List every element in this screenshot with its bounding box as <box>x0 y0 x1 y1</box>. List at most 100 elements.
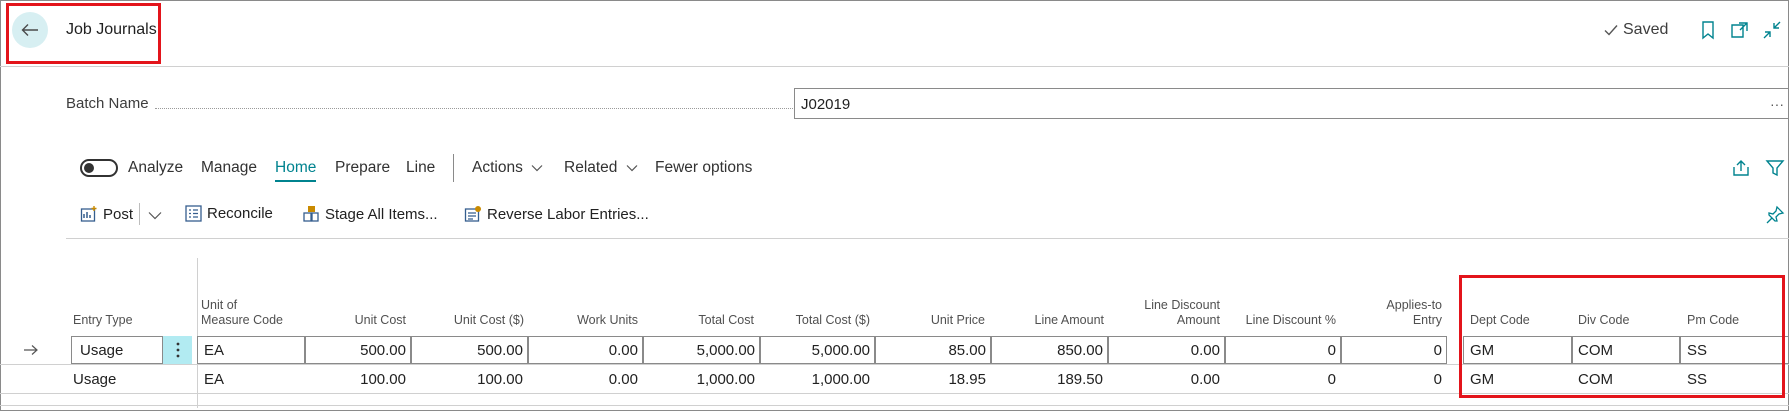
line-amount-input[interactable] <box>991 336 1108 364</box>
row2-work-units[interactable]: 0.00 <box>608 371 638 388</box>
tab-manage[interactable]: Manage <box>201 159 258 176</box>
col-line-amount[interactable]: Line Amount <box>1034 313 1105 327</box>
row2-line-amount[interactable]: 189.50 <box>1057 371 1103 388</box>
uom-input[interactable] <box>197 336 305 364</box>
tab-home[interactable]: Home <box>275 159 317 176</box>
row1-entry-type: Usage <box>80 342 124 359</box>
stage-all-items-label: Stage All Items... <box>325 205 438 223</box>
col-work-units[interactable]: Work Units <box>577 313 638 327</box>
reverse-labor-icon <box>464 206 481 222</box>
row1-div-code: COM <box>1578 342 1613 359</box>
row2-line-discount-amount[interactable]: 0.00 <box>1190 371 1220 388</box>
saved-label: Saved <box>1623 21 1669 38</box>
post-button[interactable]: Post <box>80 205 133 223</box>
total-cost-usd-input[interactable] <box>760 336 875 364</box>
col-uom[interactable]: Unit of Measure Code <box>201 298 283 328</box>
total-cost-input[interactable] <box>643 336 760 364</box>
row2-pm-code[interactable]: SS <box>1687 371 1708 388</box>
batch-name-lookup-button[interactable]: ··· <box>1770 96 1784 112</box>
col-total-cost-usd[interactable]: Total Cost ($) <box>795 313 870 327</box>
row2-total-cost[interactable]: 1,000.00 <box>696 371 755 388</box>
stage-all-items-button[interactable]: Stage All Items... <box>302 205 438 223</box>
row1-unit-cost: 500.00 <box>360 342 406 359</box>
batch-name-label: Batch Name <box>66 95 149 112</box>
row2-applies-to-entry[interactable]: 0 <box>1433 371 1442 388</box>
grid-row-divider <box>0 364 1789 365</box>
row2-unit-cost-usd[interactable]: 100.00 <box>477 371 523 388</box>
row2-entry-type[interactable]: Usage <box>73 371 117 388</box>
collapse-icon[interactable] <box>1762 20 1782 40</box>
col-applies-to-entry[interactable]: Applies-to Entry <box>1348 298 1442 328</box>
col-dept-code[interactable]: Dept Code <box>1470 313 1530 327</box>
row-actions-button[interactable] <box>163 336 192 364</box>
more-vertical-icon <box>176 342 179 358</box>
row2-total-cost-usd[interactable]: 1,000.00 <box>811 371 870 388</box>
filter-icon[interactable] <box>1765 158 1785 178</box>
applies-to-entry-input[interactable] <box>1341 336 1447 364</box>
row2-unit-price[interactable]: 18.95 <box>948 371 986 388</box>
tab-home-underline <box>275 180 316 182</box>
pin-icon[interactable] <box>1765 205 1785 225</box>
row2-uom[interactable]: EA <box>204 371 225 388</box>
fewer-options-button[interactable]: Fewer options <box>655 159 753 176</box>
col-div-code[interactable]: Div Code <box>1578 313 1630 327</box>
row1-total-cost-usd: 5,000.00 <box>811 342 870 359</box>
line-discount-amount-input[interactable] <box>1108 336 1225 364</box>
row2-line-discount-pct[interactable]: 0 <box>1327 371 1336 388</box>
div-code-input[interactable] <box>1572 336 1680 364</box>
current-row-arrow-icon <box>24 345 38 355</box>
row1-uom: EA <box>204 342 225 359</box>
tab-prepare[interactable]: Prepare <box>335 159 391 176</box>
tab-analyze[interactable]: Analyze <box>128 159 184 176</box>
pm-code-input[interactable] <box>1680 336 1789 364</box>
back-button[interactable] <box>12 12 48 48</box>
tab-related[interactable]: Related <box>564 159 638 177</box>
page-title: Job Journals <box>66 21 157 38</box>
row1-line-discount-amount: 0.00 <box>1190 342 1220 359</box>
row1-work-units: 0.00 <box>608 342 638 359</box>
batch-name-input[interactable]: J02019 <box>794 88 1789 119</box>
grid-row-divider <box>0 393 1789 394</box>
chevron-down-icon <box>626 164 638 172</box>
unit-price-input[interactable] <box>875 336 991 364</box>
col-unit-cost-usd[interactable]: Unit Cost ($) <box>453 313 524 327</box>
stage-items-icon <box>303 206 319 222</box>
tab-actions[interactable]: Actions <box>472 159 543 177</box>
row1-unit-cost-usd: 500.00 <box>477 342 523 359</box>
reconcile-button[interactable]: Reconcile <box>185 205 273 222</box>
batch-name-leader <box>155 108 793 109</box>
share-icon[interactable] <box>1731 158 1751 178</box>
analyze-toggle[interactable] <box>80 159 118 177</box>
reconcile-label: Reconcile <box>207 205 273 222</box>
row2-unit-cost[interactable]: 100.00 <box>360 371 406 388</box>
tab-separator <box>453 154 454 182</box>
unit-cost-input[interactable] <box>305 336 411 364</box>
reverse-labor-entries-button[interactable]: Reverse Labor Entries... <box>464 205 649 223</box>
col-unit-cost[interactable]: Unit Cost <box>354 313 406 327</box>
bookmark-icon[interactable] <box>1698 20 1718 40</box>
work-units-input[interactable] <box>528 336 643 364</box>
col-total-cost[interactable]: Total Cost <box>698 313 754 327</box>
col-pm-code[interactable]: Pm Code <box>1687 313 1740 327</box>
entry-type-input[interactable] <box>71 336 163 364</box>
post-icon <box>80 206 97 222</box>
post-separator <box>139 203 140 225</box>
col-entry-type[interactable]: Entry Type <box>73 313 133 327</box>
col-line-discount-pct[interactable]: Line Discount % <box>1245 313 1336 327</box>
unit-cost-usd-input[interactable] <box>411 336 528 364</box>
col-line-discount-amount-line2: Amount <box>1176 313 1220 327</box>
col-uom-line1: Unit of <box>201 298 238 312</box>
post-dropdown-chevron-icon[interactable] <box>148 211 162 220</box>
row1-dept-code: GM <box>1470 342 1495 359</box>
dept-code-input[interactable] <box>1463 336 1572 364</box>
open-new-window-icon[interactable] <box>1730 20 1750 40</box>
col-unit-price[interactable]: Unit Price <box>930 313 985 327</box>
tab-actions-label: Actions <box>472 159 523 176</box>
col-line-discount-amount[interactable]: Line Discount Amount <box>1118 298 1220 328</box>
row2-div-code[interactable]: COM <box>1578 371 1613 388</box>
line-discount-pct-input[interactable] <box>1225 336 1341 364</box>
tab-line[interactable]: Line <box>406 159 436 176</box>
post-label: Post <box>103 205 134 223</box>
row2-dept-code[interactable]: GM <box>1470 371 1495 388</box>
tab-related-label: Related <box>564 159 618 176</box>
